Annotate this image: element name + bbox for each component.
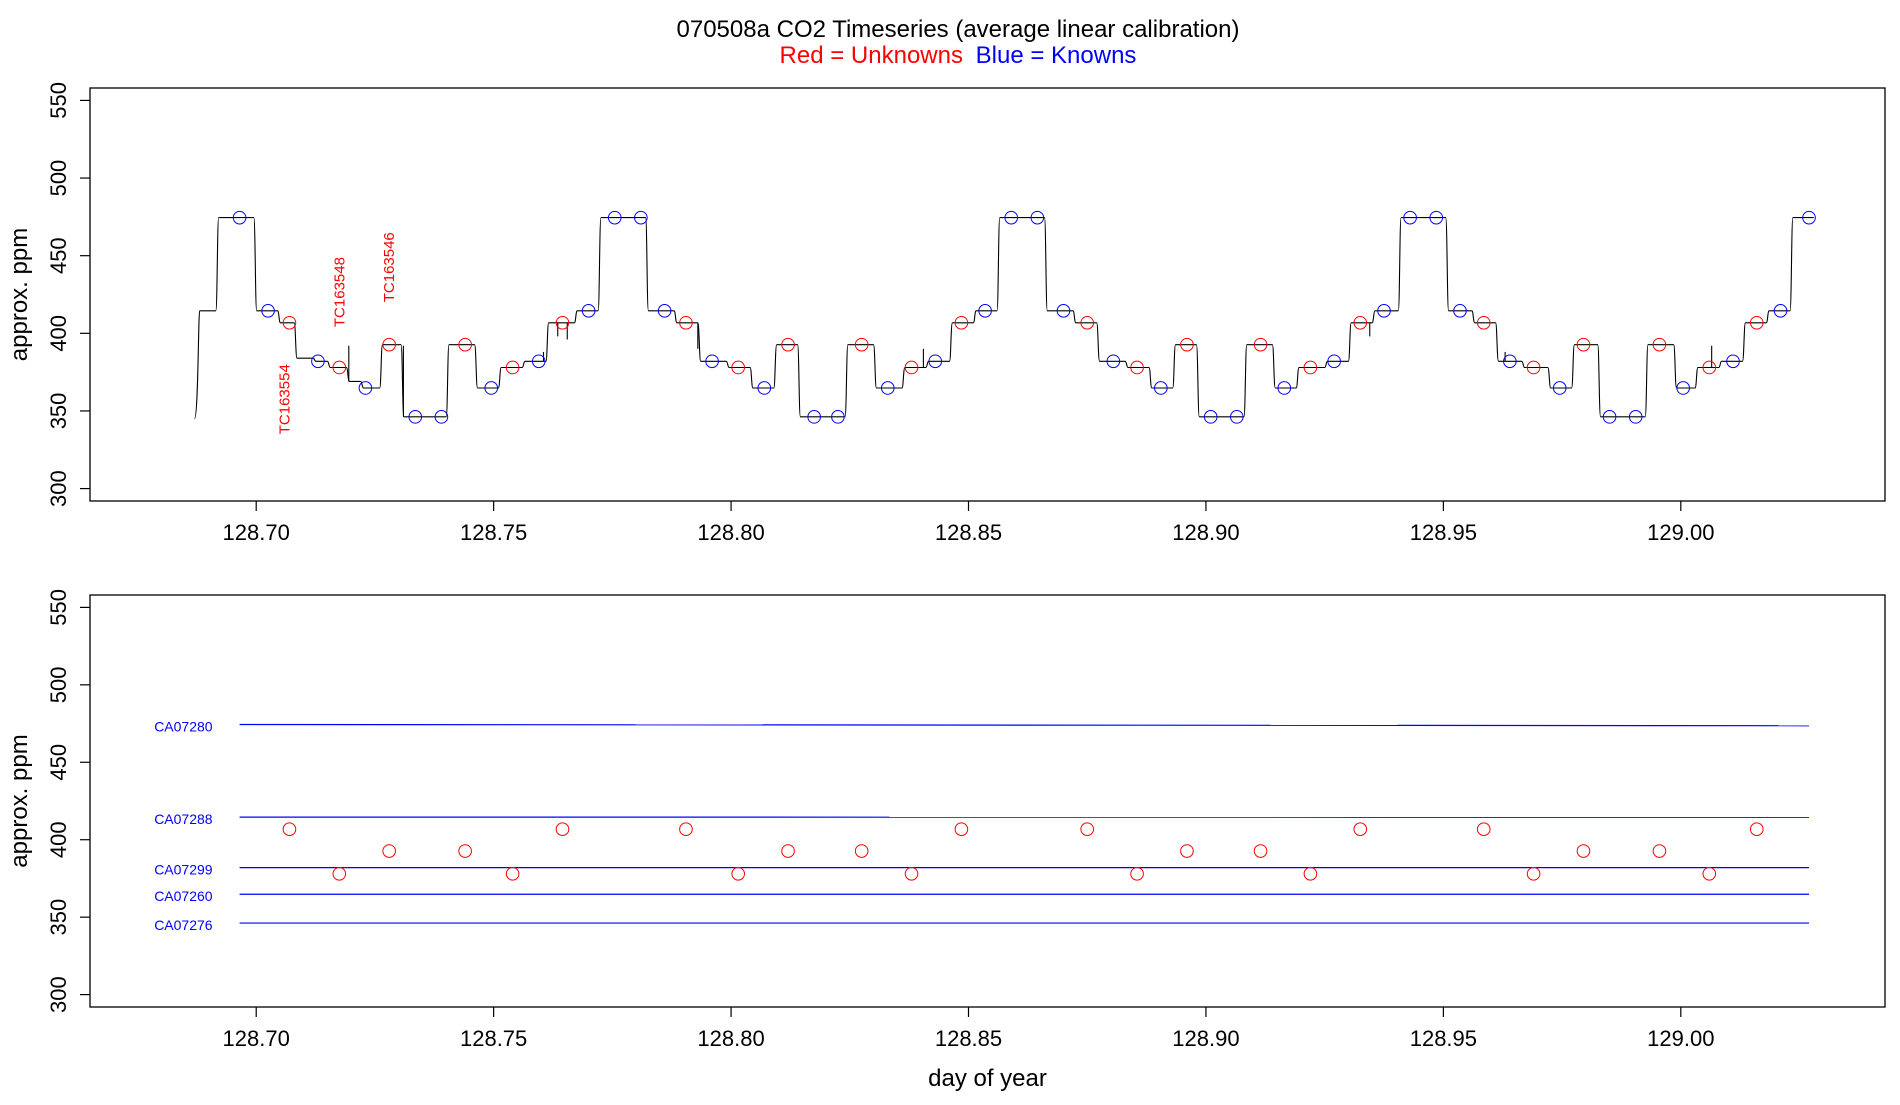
unknown-point (283, 823, 296, 836)
x-axis-label: day of year (928, 1065, 1047, 1092)
co2-trace-line (195, 218, 1814, 419)
x-tick-label: 128.95 (1410, 520, 1477, 545)
unknown-point (1354, 823, 1367, 836)
x-tick-label: 128.80 (697, 1026, 764, 1051)
y-tick-label: 350 (46, 393, 71, 430)
x-tick-label: 128.75 (460, 1026, 527, 1051)
y-tick-label: 300 (46, 470, 71, 507)
unknown-point (1577, 845, 1590, 858)
unknown-point (1304, 867, 1317, 880)
subtitle-unknowns: Red = Unknowns (780, 42, 963, 69)
unknown-point (855, 845, 868, 858)
plot-frame (90, 88, 1885, 501)
reference-line-label: CA07280 (154, 718, 213, 734)
unknown-point (556, 823, 569, 836)
plot-frame (90, 595, 1885, 1007)
reference-line-label: CA07260 (154, 888, 213, 904)
unknown-point (1477, 823, 1490, 836)
unknown-point (1653, 845, 1666, 858)
unknown-point (1254, 845, 1267, 858)
unknown-point (1527, 867, 1540, 880)
unknown-point (680, 823, 693, 836)
unknown-point (782, 845, 795, 858)
unknown-point (383, 845, 396, 858)
sample-annotation: TC163546 (381, 232, 398, 302)
x-tick-label: 128.75 (460, 520, 527, 545)
x-tick-label: 128.95 (1410, 1026, 1477, 1051)
y-axis-label: approx. ppm (6, 228, 33, 361)
sample-annotation: TC163548 (331, 257, 348, 327)
y-tick-label: 400 (46, 315, 71, 352)
subtitle-knowns: Blue = Knowns (976, 42, 1137, 69)
x-tick-label: 128.85 (935, 520, 1002, 545)
unknown-point (333, 867, 346, 880)
x-tick-label: 129.00 (1647, 1026, 1714, 1051)
y-tick-label: 500 (46, 666, 71, 703)
chart-title: 070508a CO2 Timeseries (average linear c… (677, 16, 1240, 43)
y-axis-label: approx. ppm (6, 734, 33, 867)
unknown-point (905, 867, 918, 880)
unknown-point (1703, 867, 1716, 880)
x-tick-label: 128.70 (223, 520, 290, 545)
y-tick-label: 400 (46, 821, 71, 858)
x-tick-label: 128.90 (1172, 1026, 1239, 1051)
unknown-point (506, 867, 519, 880)
sample-annotation: TC163554 (277, 364, 294, 434)
x-tick-label: 129.00 (1647, 520, 1714, 545)
y-tick-label: 350 (46, 899, 71, 936)
reference-line-label: CA07288 (154, 811, 213, 827)
reference-line (240, 724, 1809, 725)
y-tick-label: 300 (46, 976, 71, 1013)
x-tick-label: 128.90 (1172, 520, 1239, 545)
top-timeseries-panel: 128.70 128.75 128.80 128.85 128.90 128.95 129.… (6, 82, 1885, 545)
unknown-point (1181, 845, 1194, 858)
unknown-point (1131, 867, 1144, 880)
y-tick-label: 550 (46, 82, 71, 119)
bottom-unknowns-panel: 128.70 128.75 128.80 128.85 128.90 128.95 129.… (6, 589, 1885, 1092)
unknown-point (459, 845, 472, 858)
y-tick-label: 450 (46, 237, 71, 274)
x-tick-label: 128.70 (223, 1026, 290, 1051)
x-tick-label: 128.85 (935, 1026, 1002, 1051)
unknown-point (1750, 823, 1763, 836)
reference-line-label: CA07276 (154, 917, 213, 933)
y-tick-label: 500 (46, 160, 71, 197)
unknown-point (955, 823, 968, 836)
y-tick-label: 550 (46, 589, 71, 626)
chart-subtitle: Red = Unknowns Blue = Knowns (780, 42, 1137, 69)
x-tick-label: 128.80 (697, 520, 764, 545)
reference-line-label: CA07299 (154, 862, 213, 878)
y-tick-label: 450 (46, 744, 71, 781)
unknown-point (1081, 823, 1094, 836)
unknown-point (732, 867, 745, 880)
